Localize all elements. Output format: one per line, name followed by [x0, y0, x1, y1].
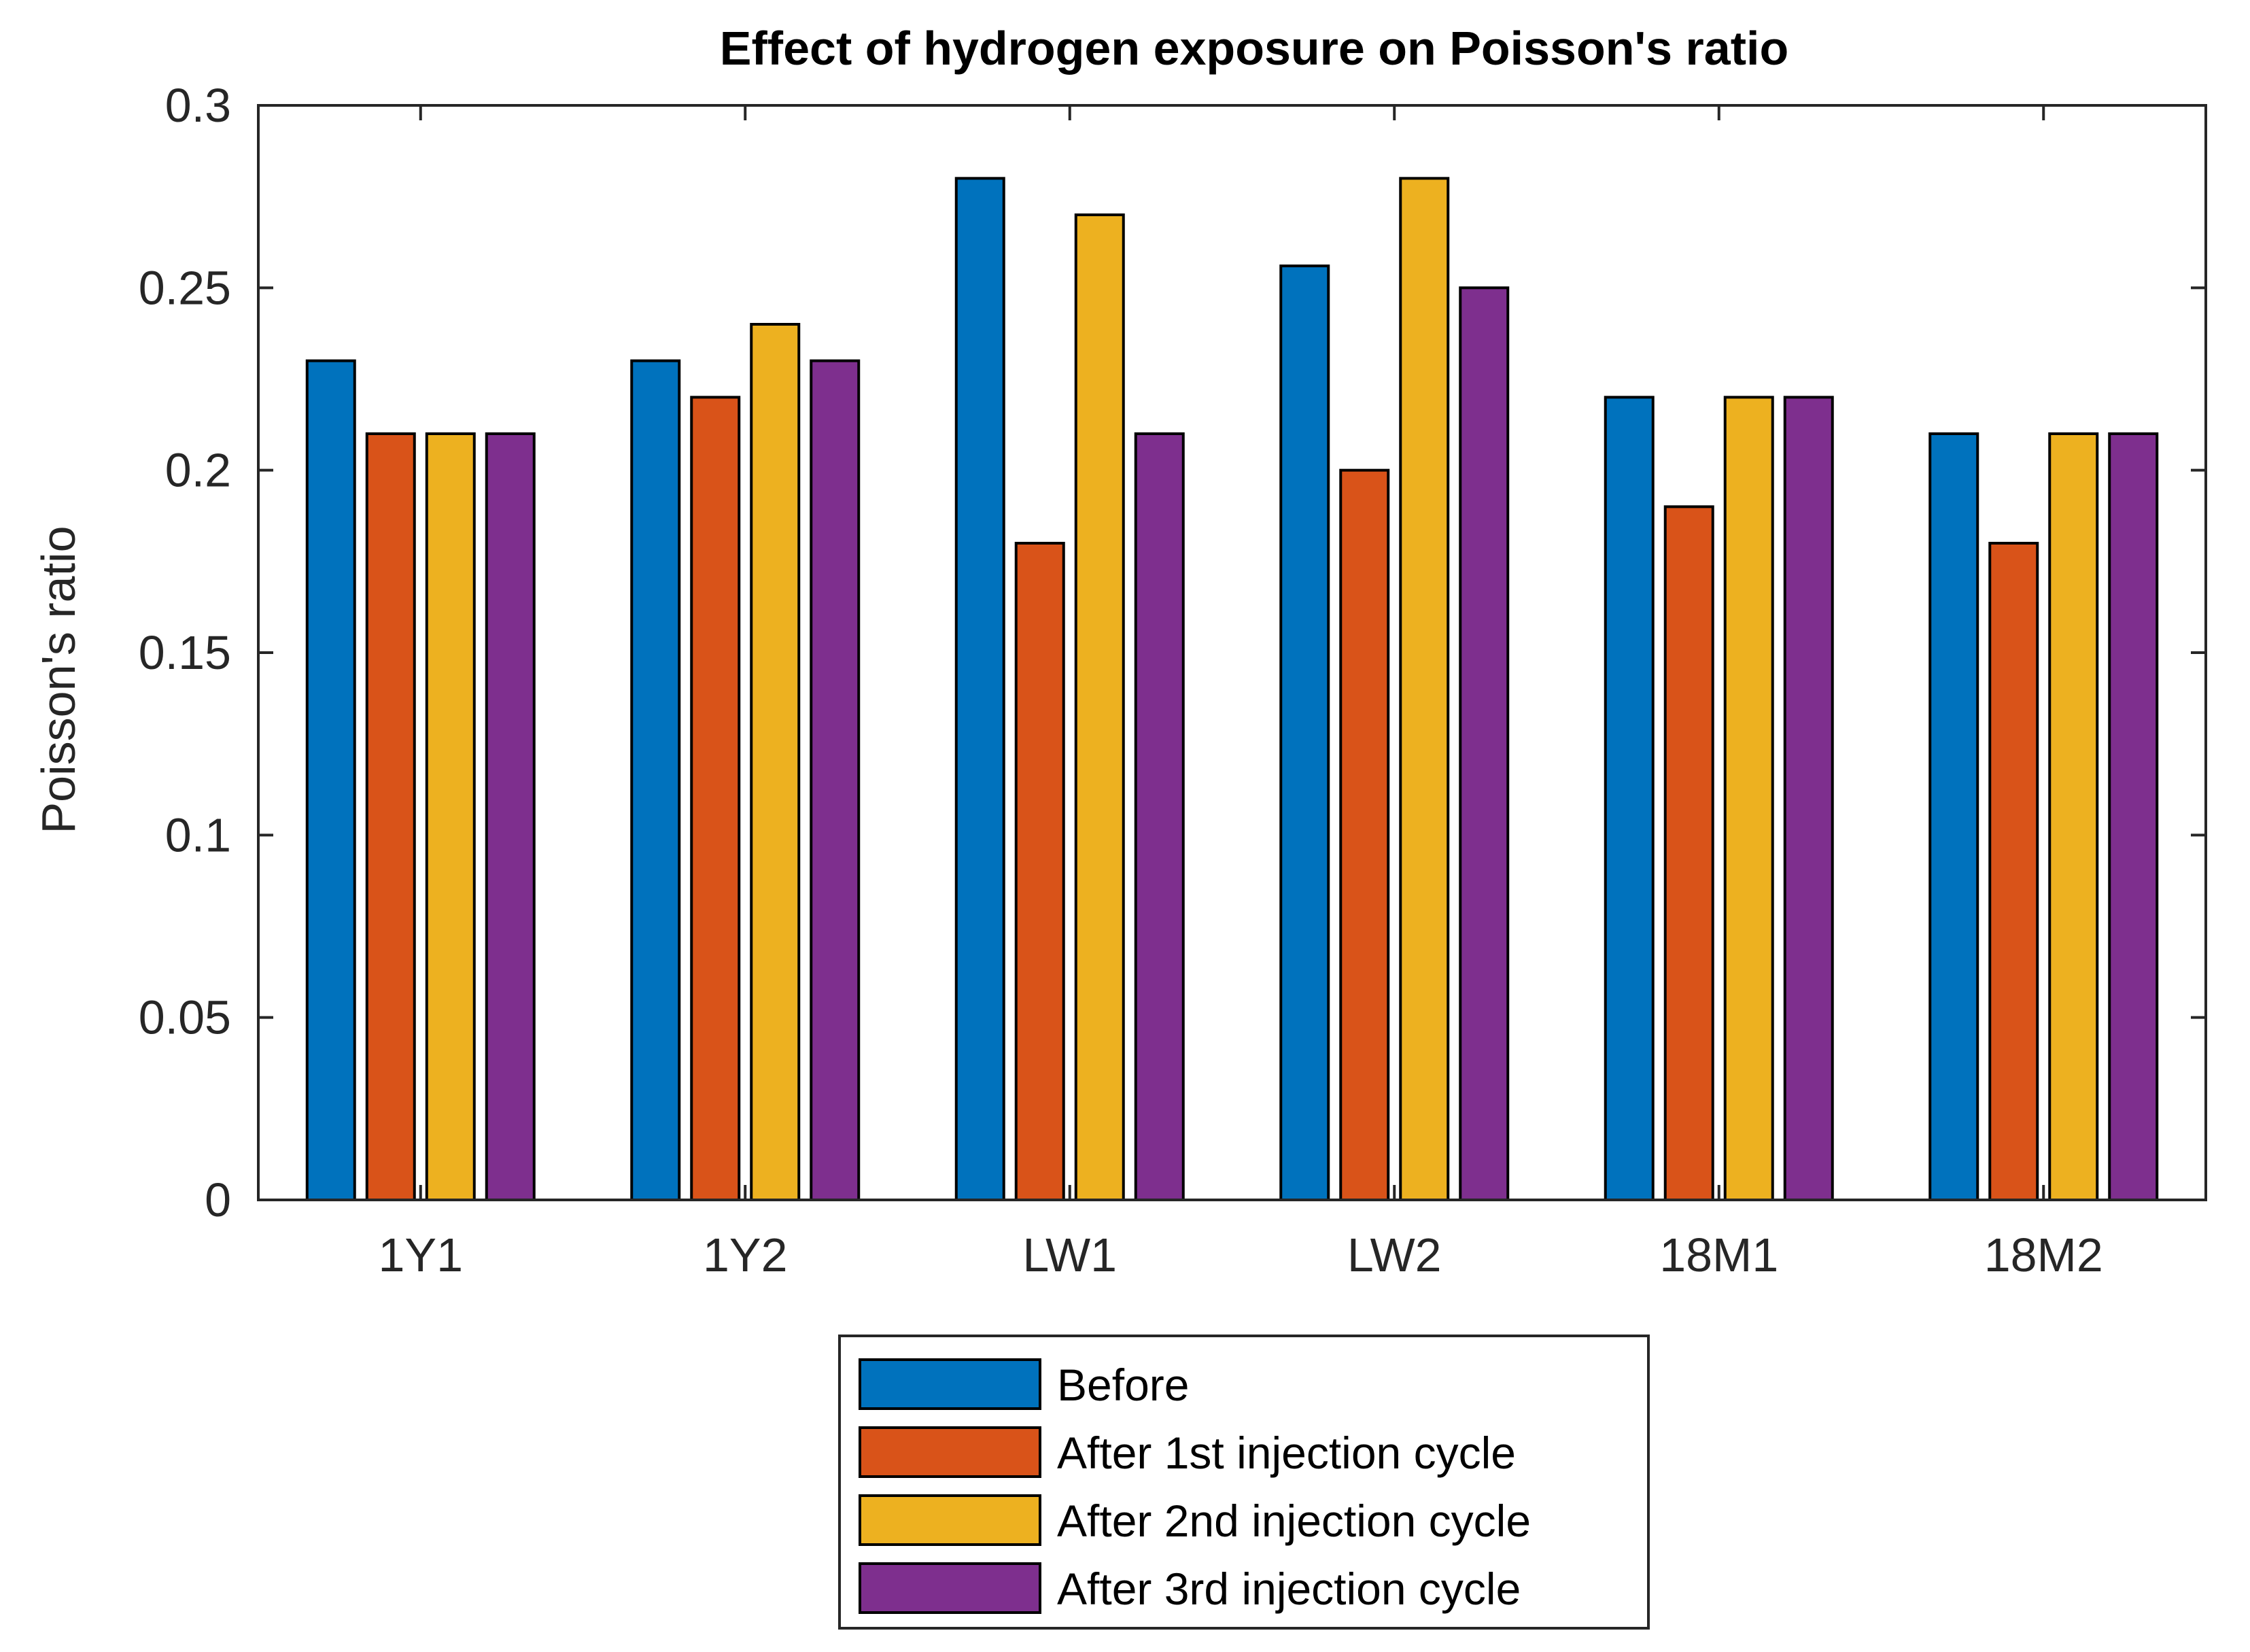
- y-tick-label: 0: [205, 1173, 231, 1226]
- bar-1y1-series-2: [365, 432, 416, 1201]
- legend: Before After 1st injection cycle After 2nd…: [838, 1335, 1650, 1630]
- bar-1y2-series-4: [810, 359, 861, 1202]
- y-tick-label: 0.05: [139, 991, 231, 1044]
- y-tick-label: 0.15: [139, 626, 231, 679]
- bar-lw2-series-1: [1279, 264, 1330, 1202]
- bar-lw1-series-3: [1074, 213, 1125, 1201]
- legend-swatch-series-1: [859, 1358, 1041, 1410]
- bar-lw1-series-4: [1134, 432, 1185, 1201]
- bar-1y2-series-3: [750, 323, 801, 1201]
- legend-swatch-series-4: [859, 1562, 1041, 1614]
- bar-18m2-series-2: [1988, 542, 2039, 1201]
- y-tick-label: 0.1: [165, 808, 231, 861]
- bar-18m2-series-4: [2108, 432, 2159, 1201]
- bar-lw1-series-2: [1014, 542, 1065, 1201]
- chart-title: Effect of hydrogen exposure on Poisson's…: [720, 22, 1788, 75]
- bar-lw1-series-1: [954, 177, 1005, 1201]
- bar-lw2-series-4: [1459, 286, 1510, 1201]
- legend-label-series-4: After 3rd injection cycle: [1057, 1564, 1521, 1614]
- x-tick-label: 18M1: [1659, 1228, 1778, 1281]
- bar-1y2-series-2: [690, 396, 741, 1201]
- bar-lw2-series-3: [1399, 177, 1450, 1201]
- plot-area: 1Y1 1Y2 LW1 LW2 18M1 18M2 0 0.05 0.1 0.15 0.2 0.25 0…: [139, 79, 2207, 1281]
- bar-18m1-series-2: [1663, 505, 1714, 1201]
- bar-18m2-series-1: [1928, 432, 1979, 1201]
- y-tick-label: 0.2: [165, 444, 231, 497]
- legend-swatch-series-3: [859, 1494, 1041, 1546]
- x-tick-label: LW2: [1347, 1228, 1442, 1281]
- x-tick-label: 1Y1: [378, 1228, 463, 1281]
- x-tick-label: 18M2: [1984, 1228, 2103, 1281]
- bar-18m1-series-4: [1783, 396, 1834, 1201]
- bar-lw2-series-2: [1339, 468, 1390, 1202]
- bar-18m1-series-1: [1604, 396, 1655, 1201]
- bar-18m1-series-3: [1723, 396, 1774, 1201]
- legend-label-series-1: Before: [1057, 1360, 1189, 1410]
- legend-label-series-2: After 1st injection cycle: [1057, 1428, 1516, 1478]
- legend-label-series-3: After 2nd injection cycle: [1057, 1496, 1531, 1546]
- bar-1y1-series-3: [425, 432, 476, 1201]
- bar-18m2-series-3: [2048, 432, 2099, 1201]
- bar-1y1-series-1: [305, 359, 356, 1202]
- bar-1y1-series-4: [485, 432, 536, 1201]
- legend-swatch-series-2: [859, 1426, 1041, 1478]
- y-axis-label: Poisson's ratio: [32, 526, 85, 833]
- axes-box: [257, 104, 2207, 1201]
- x-tick-label: LW1: [1022, 1228, 1117, 1281]
- x-tick-label: 1Y2: [703, 1228, 788, 1281]
- y-tick-label: 0.25: [139, 261, 231, 314]
- y-tick-label: 0.3: [165, 79, 231, 132]
- bar-1y2-series-1: [630, 359, 681, 1202]
